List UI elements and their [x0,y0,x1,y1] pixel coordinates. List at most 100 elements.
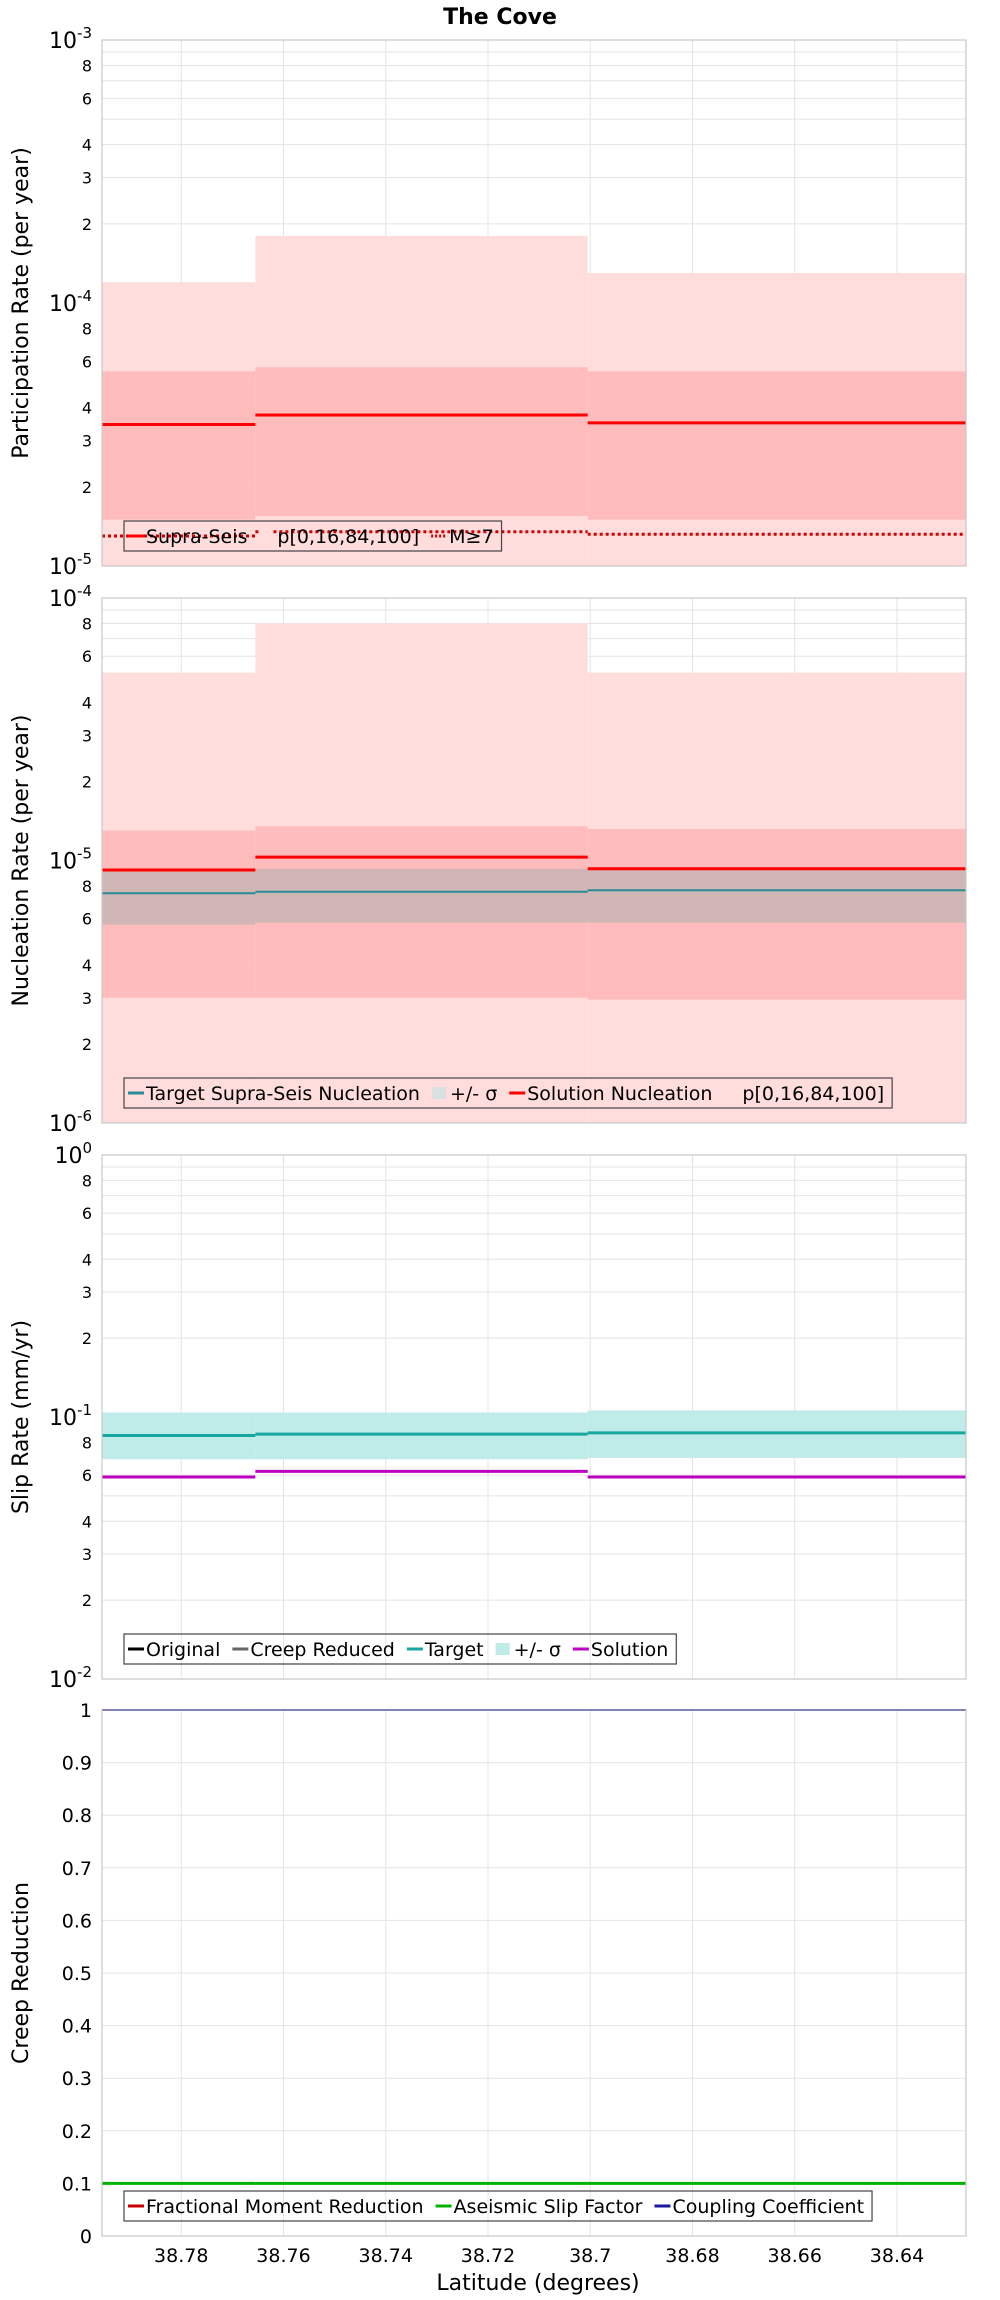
slip-ytick-minor--1-6: 6 [82,1204,92,1223]
nucleation-ytick-minor--6-8: 8 [82,877,92,896]
creep-ytick-2: 0.2 [62,2121,92,2143]
slip-ytick-minor--2-4: 4 [82,1512,92,1531]
slip-ytick-minor--2-8: 8 [82,1433,92,1452]
x-tick-label-1: 38.76 [256,2245,310,2267]
creep-ytick-4: 0.4 [62,2016,92,2038]
participation-ytick-minor--5-2: 2 [82,478,92,497]
slip-ytick-minor--2-3: 3 [82,1545,92,1564]
nucleation-ytick-minor--6-4: 4 [82,956,92,975]
participation-ytick-minor--5-8: 8 [82,319,92,338]
slip-legend-label-4: Solution [591,1639,668,1661]
participation-legend-label-2: M≥7 [449,526,493,548]
creep-panel: 0 0.1 0.2 0.3 0.4 0.5 0.6 0.7 0.8 0.9 1 Creep Reduc… [9,1700,967,2248]
nucleation-ytick-minor--5-2: 2 [82,772,92,791]
nucleation-legend-swatch-3 [724,1087,739,1099]
participation-ytick-minor--4-8: 8 [82,56,92,75]
creep-legend-frame [123,2190,873,2222]
nucleation-ytick-minor--5-8: 8 [82,614,92,633]
creep-ytick-1: 0.1 [62,2173,92,2195]
nucleation-ytick-decade-1: 10-5 [49,845,92,875]
participation-ytick-minor--5-3: 3 [82,432,92,451]
nucleation-ytick-decade-2: 10-4 [49,582,92,612]
x-tick-labels: 38.78 38.76 38.74 38.72 38.7 38.68 38.66 38.64 [154,2245,924,2267]
nucleation-ytick-decade-0: 10-6 [49,1107,92,1137]
nucleation-band-2-section-0 [102,870,256,925]
nucleation-ytick-minor--6-2: 2 [82,1035,92,1054]
slip-ytick-decade-2: 100 [54,1139,92,1169]
nucleation-ytick-minor--5-4: 4 [82,693,92,712]
participation-frame [101,39,967,567]
nucleation-ylabel: Nucleation Rate (per year) [9,715,34,1007]
participation-legend-swatch-1 [259,530,274,542]
nucleation-ytick-minor--5-3: 3 [82,726,92,745]
nucleation-frame [101,597,967,1124]
participation-ytick-minor--5-4: 4 [82,399,92,418]
participation-ytick-decade-0: 10-5 [49,550,92,580]
nucleation-legend: Target Supra-Seis Nucleation +/- σ Solutio… [123,1077,893,1109]
slip-legend-label-2: Target [424,1639,484,1661]
slip-ylabel: Slip Rate (mm/yr) [9,1320,34,1514]
creep-ytick-6: 0.6 [62,1910,92,1932]
nucleation-legend-label-0: Target Supra-Seis Nucleation [145,1083,420,1105]
creep-legend-label-2: Coupling Coefficient [672,2196,864,2218]
x-tick-label-6: 38.66 [768,2245,822,2267]
nucleation-panel: 10-6 10-5 10-4 2 3 4 6 8 2 3 4 6 8 Nucleation Rate (p… [9,582,967,1137]
x-tick-label-0: 38.78 [154,2245,208,2267]
nucleation-legend-label-1: +/- σ [450,1083,497,1105]
slip-ytick-minor--2-2: 2 [82,1591,92,1610]
slip-legend: Original Creep Reduced Target +/- σ Solution [123,1633,677,1665]
participation-ytick-minor--4-4: 4 [82,136,92,155]
x-axis-label: Latitude (degrees) [436,2271,639,2296]
creep-ylabel: Creep Reduction [9,1882,34,2064]
participation-band-1-section-0 [102,371,256,520]
participation-ytick-decade-2: 10-3 [49,24,92,54]
creep-ytick-10: 1 [80,1700,92,1722]
participation-band-1-section-1 [255,367,588,516]
creep-legend: Fractional Moment Reduction Aseismic Slip… [123,2190,873,2222]
slip-legend-label-1: Creep Reduced [250,1639,394,1661]
slip-legend-label-0: Original [146,1639,220,1661]
slip-ytick-minor--1-2: 2 [82,1329,92,1348]
participation-legend-label-0: Supra-Seis [146,526,247,548]
slip-ytick-minor--1-3: 3 [82,1283,92,1302]
slip-frame [101,1154,967,1680]
slip-panel: 10-2 10-1 100 2 3 4 6 8 2 3 4 6 8 Slip Rate (mm/yr) Or… [9,1139,967,1693]
nucleation-legend-label-2: Solution Nucleation [527,1083,712,1105]
slip-ytick-decade-1: 10-1 [49,1401,92,1431]
participation-legend: Supra-Seis p[0,16,84,100] M≥7 [123,520,503,552]
slip-ytick-minor--1-4: 4 [82,1250,92,1269]
nucleation-ytick-minor--5-6: 6 [82,647,92,666]
x-tick-label-3: 38.72 [461,2245,515,2267]
creep-legend-label-1: Aseismic Slip Factor [454,2196,643,2218]
creep-legend-label-0: Fractional Moment Reduction [146,2196,424,2218]
participation-ylabel: Participation Rate (per year) [9,147,34,459]
nucleation-ytick-minor--6-6: 6 [82,910,92,929]
x-tick-label-4: 38.7 [569,2245,611,2267]
participation-band-1-section-2 [587,371,966,520]
participation-legend-label-1: p[0,16,84,100] [277,526,419,548]
slip-ytick-decade-0: 10-2 [49,1663,92,1693]
participation-ytick-minor--5-6: 6 [82,352,92,371]
slip-legend-label-3: +/- σ [514,1639,561,1661]
slip-legend-swatch-3 [495,1643,510,1655]
creep-ytick-8: 0.8 [62,1805,92,1827]
slip-legend-frame [123,1633,677,1665]
creep-frame [101,1709,967,2237]
creep-ytick-9: 0.9 [62,1753,92,1775]
nucleation-legend-label-3: p[0,16,84,100] [742,1083,884,1105]
x-tick-label-5: 38.68 [665,2245,719,2267]
participation-legend-frame [123,520,503,552]
creep-ytick-0: 0 [80,2226,92,2248]
x-tick-label-7: 38.64 [870,2245,924,2267]
participation-ytick-minor--4-6: 6 [82,89,92,108]
participation-ytick-minor--4-2: 2 [82,215,92,234]
slip-ytick-minor--2-6: 6 [82,1466,92,1485]
creep-ytick-5: 0.5 [62,1963,92,1985]
participation-panel: 10-5 10-4 10-3 2 3 4 6 8 2 3 4 6 8 Participation Rate… [9,24,967,580]
participation-ytick-minor--4-3: 3 [82,169,92,188]
slip-ytick-minor--1-8: 8 [82,1171,92,1190]
figure-title: The Cove [443,5,557,30]
nucleation-band-2-section-2 [587,868,966,923]
slip-band-0-section-1 [255,1412,588,1460]
